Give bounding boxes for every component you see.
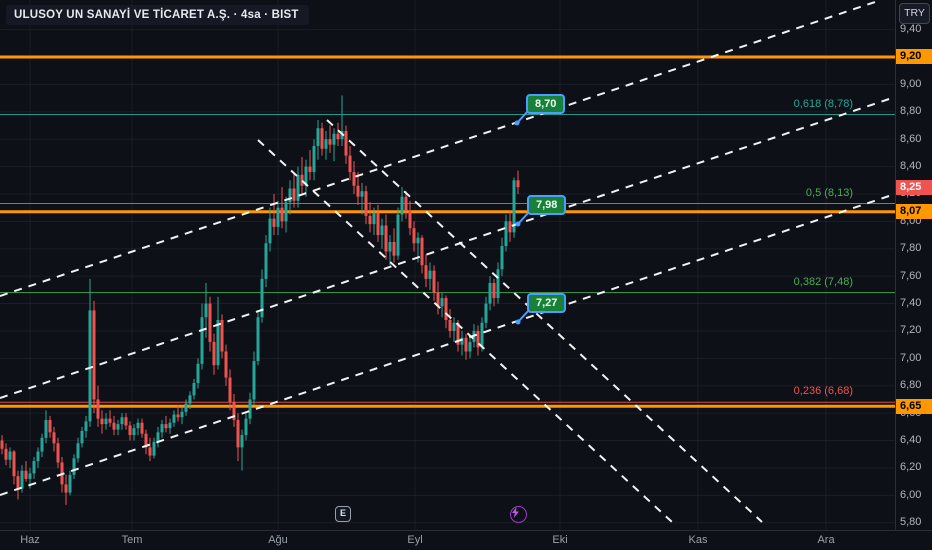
ascending-channel-lower[interactable] bbox=[0, 193, 895, 496]
time-axis-label: Ağu bbox=[268, 534, 288, 546]
level-price-flag: 9,20 bbox=[896, 49, 932, 65]
price-tick-label: 6,40 bbox=[900, 434, 922, 447]
price-tick-label: 6,80 bbox=[900, 379, 922, 392]
price-tick-label: 8,80 bbox=[900, 105, 922, 118]
chart-plot-svg bbox=[0, 0, 895, 530]
time-axis-label: Tem bbox=[121, 534, 143, 546]
descending-line-1[interactable] bbox=[257, 139, 673, 523]
currency-toggle-button[interactable]: TRY bbox=[899, 3, 930, 24]
price-tick-label: 7,20 bbox=[900, 324, 922, 337]
earnings-marker-icon[interactable]: E bbox=[335, 506, 351, 522]
fib-retracement-lines bbox=[0, 114, 895, 403]
price-tick-label: 9,00 bbox=[900, 77, 922, 90]
time-axis-label: Haz bbox=[20, 534, 40, 546]
candlestick-series bbox=[0, 95, 520, 505]
fib-level-label: 0,618 (8,78) bbox=[793, 97, 853, 110]
ascending-channel-mid[interactable] bbox=[0, 96, 895, 399]
time-axis-label: Kas bbox=[688, 534, 708, 546]
price-tick-label: 7,40 bbox=[900, 297, 922, 310]
price-tick-label: 5,80 bbox=[900, 516, 922, 529]
fib-level-label: 0,5 (8,13) bbox=[805, 186, 853, 199]
price-tick-label: 8,40 bbox=[900, 160, 922, 173]
time-axis-label: Ara bbox=[817, 534, 835, 546]
price-callout-flag[interactable]: 7,27 bbox=[527, 293, 567, 313]
price-tick-label: 9,40 bbox=[900, 23, 922, 36]
price-tick-label: 7,00 bbox=[900, 351, 922, 364]
price-tick-label: 8,60 bbox=[900, 132, 922, 145]
price-axis[interactable]: TRY 9,409,209,008,808,608,408,208,007,80… bbox=[895, 0, 932, 530]
price-tick-label: 6,00 bbox=[900, 488, 922, 501]
price-callout-flag[interactable]: 7,98 bbox=[527, 195, 567, 215]
time-axis[interactable]: Haz Tem Ağu Eyl Eki Kas Ara bbox=[0, 530, 932, 550]
lightning-icon[interactable] bbox=[509, 505, 527, 523]
grid-lines bbox=[0, 0, 895, 530]
time-axis-label: Eyl bbox=[407, 534, 423, 546]
fib-level-label: 0,382 (7,48) bbox=[793, 275, 853, 288]
trendline-group[interactable] bbox=[0, 0, 895, 523]
horizontal-price-levels bbox=[0, 55, 895, 408]
ascending-channel-upper[interactable] bbox=[0, 0, 882, 297]
price-callout-flag[interactable]: 8,70 bbox=[526, 94, 566, 114]
symbol-title: ULUSOY UN SANAYİ VE TİCARET A.Ş. · 4sa ·… bbox=[14, 9, 299, 21]
fib-level-label: 0,236 (6,68) bbox=[793, 385, 853, 398]
price-tick-label: 7,60 bbox=[900, 269, 922, 282]
descending-line-2[interactable] bbox=[326, 119, 763, 523]
time-axis-label: Eki bbox=[552, 534, 568, 546]
level-price-flag: 6,65 bbox=[896, 398, 932, 414]
callout-tails bbox=[514, 110, 530, 325]
symbol-legend[interactable]: ULUSOY UN SANAYİ VE TİCARET A.Ş. · 4sa ·… bbox=[6, 5, 309, 25]
chart-canvas[interactable]: ULUSOY UN SANAYİ VE TİCARET A.Ş. · 4sa ·… bbox=[0, 0, 895, 530]
price-tick-label: 7,80 bbox=[900, 242, 922, 255]
level-price-flag: 8,07 bbox=[896, 204, 932, 220]
last-price-flag: 8,25 bbox=[896, 179, 932, 195]
price-tick-label: 6,20 bbox=[900, 461, 922, 474]
